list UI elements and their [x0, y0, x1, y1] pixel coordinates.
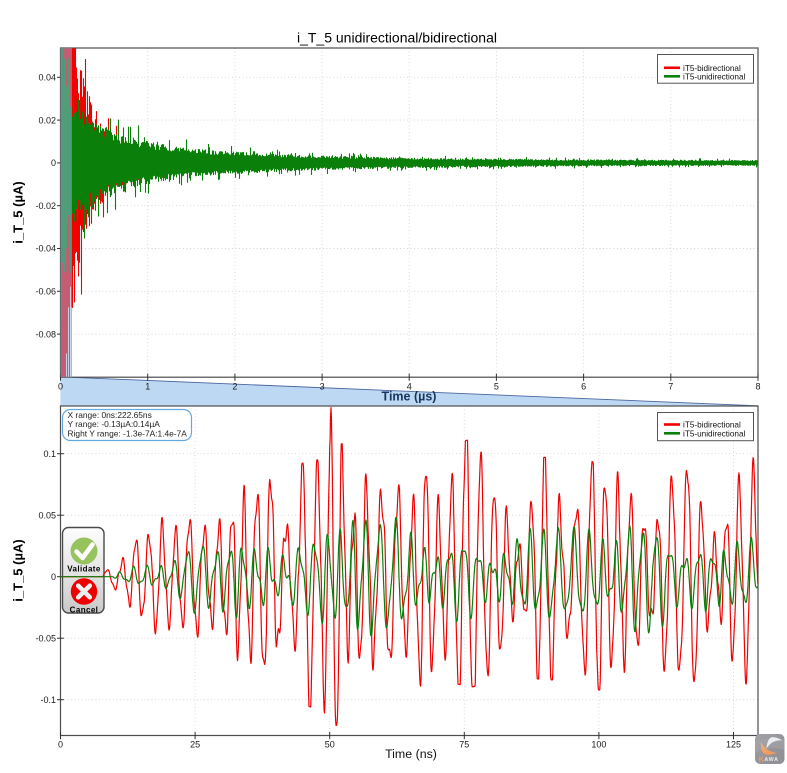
- svg-text:iT5-unidirectional: iT5-unidirectional: [683, 429, 746, 438]
- svg-text:-0.04: -0.04: [35, 244, 56, 254]
- svg-text:0.05: 0.05: [38, 510, 56, 520]
- svg-text:Y range: -0.13µA:0.14µA: Y range: -0.13µA:0.14µA: [68, 419, 161, 429]
- svg-text:-0.02: -0.02: [35, 201, 56, 211]
- svg-text:0.04: 0.04: [38, 73, 56, 83]
- svg-text:2: 2: [232, 382, 237, 392]
- svg-text:25: 25: [190, 740, 200, 750]
- svg-text:7: 7: [668, 382, 673, 392]
- svg-text:-0.05: -0.05: [35, 633, 56, 643]
- svg-text:125: 125: [726, 740, 741, 750]
- svg-text:75: 75: [459, 740, 469, 750]
- svg-text:4: 4: [407, 382, 412, 392]
- svg-text:Time (ns): Time (ns): [385, 747, 437, 761]
- svg-text:-0.08: -0.08: [35, 329, 56, 339]
- svg-text:-0.06: -0.06: [35, 287, 56, 297]
- svg-text:Validate: Validate: [67, 565, 101, 574]
- svg-text:iT5-bidirectional: iT5-bidirectional: [683, 64, 741, 73]
- svg-text:0: 0: [51, 158, 56, 168]
- svg-text:0: 0: [51, 572, 56, 582]
- svg-text:-0.1: -0.1: [40, 695, 56, 705]
- svg-text:0.02: 0.02: [38, 115, 56, 125]
- svg-text:8: 8: [755, 382, 760, 392]
- svg-text:K: K: [759, 755, 765, 764]
- svg-text:i_T_5 (µA): i_T_5 (µA): [11, 181, 26, 243]
- svg-text:AWA: AWA: [764, 757, 778, 763]
- svg-text:1: 1: [145, 382, 150, 392]
- svg-text:100: 100: [591, 740, 606, 750]
- svg-text:iT5-unidirectional: iT5-unidirectional: [683, 72, 746, 81]
- svg-text:6: 6: [581, 382, 586, 392]
- svg-text:0.1: 0.1: [43, 449, 56, 459]
- svg-text:iT5-bidirectional: iT5-bidirectional: [683, 421, 741, 430]
- svg-text:i_T_5 (µA): i_T_5 (µA): [11, 539, 26, 601]
- svg-text:Time (µs): Time (µs): [382, 390, 437, 404]
- svg-text:Right Y range: -1.3e-7A:1.4e-7: Right Y range: -1.3e-7A:1.4e-7A: [68, 429, 188, 439]
- svg-text:Cancel: Cancel: [70, 605, 99, 614]
- svg-text:50: 50: [325, 740, 335, 750]
- svg-text:3: 3: [320, 382, 325, 392]
- svg-text:0: 0: [58, 740, 63, 750]
- svg-text:5: 5: [494, 382, 499, 392]
- svg-text:X range: 0ns:222.65ns: X range: 0ns:222.65ns: [68, 410, 152, 420]
- svg-text:0: 0: [58, 382, 63, 392]
- svg-text:i_T_5 unidirectional/bidirecti: i_T_5 unidirectional/bidirectional: [297, 30, 497, 46]
